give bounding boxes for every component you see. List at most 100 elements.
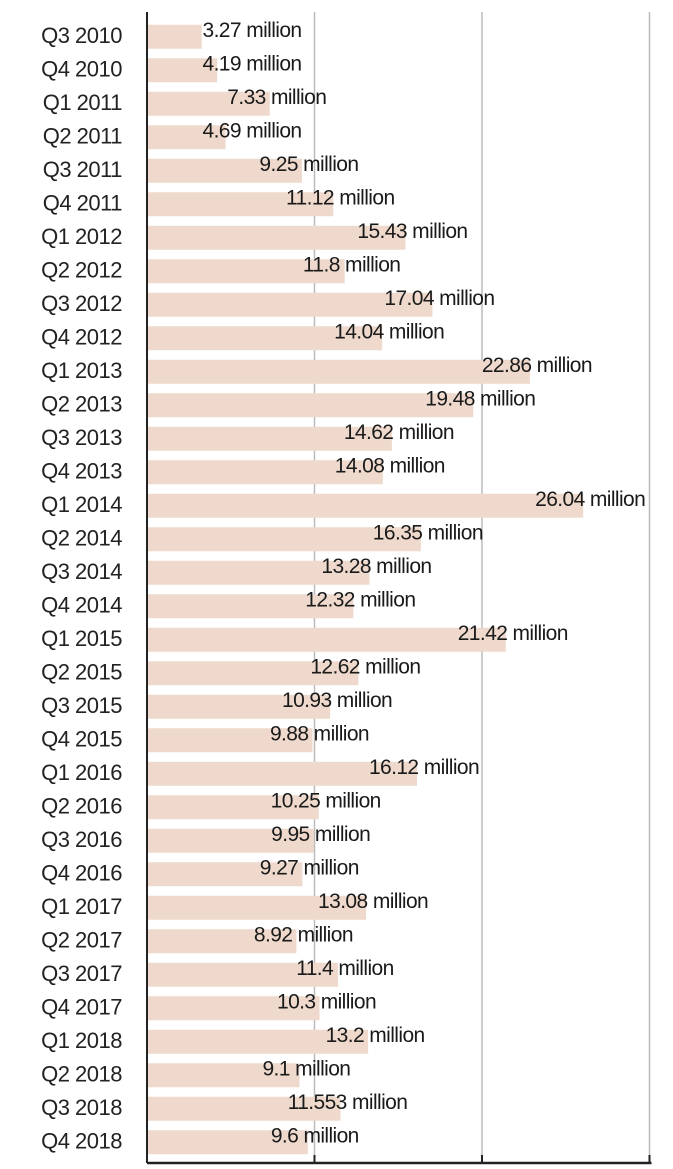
data-label: 11.553 million [288, 1091, 408, 1114]
bar [147, 493, 584, 518]
bar [147, 996, 320, 1021]
bar [147, 1096, 341, 1121]
bar [147, 359, 530, 384]
category-label: Q2 2016 [41, 793, 122, 818]
bar [147, 58, 218, 83]
data-label: 14.04 million [334, 320, 444, 343]
axes [146, 12, 652, 1165]
bar [147, 694, 331, 719]
category-label: Q1 2011 [43, 90, 123, 115]
bar [147, 962, 338, 987]
bar [147, 661, 359, 686]
category-label: Q3 2011 [43, 157, 123, 182]
data-label: 11.4 million [296, 957, 393, 980]
category-label: Q3 2017 [41, 961, 122, 986]
bar [147, 91, 270, 116]
category-label: Q4 2018 [41, 1128, 122, 1153]
bar [147, 259, 345, 284]
category-label: Q4 2014 [41, 592, 122, 617]
data-label: 13.28 million [321, 555, 431, 578]
data-label: 8.92 million [254, 923, 353, 946]
category-label: Q3 2018 [41, 1095, 122, 1120]
category-label: Q4 2016 [41, 860, 122, 885]
data-labels: 3.27 million 4.19 million 7.33 million 4.69… [202, 19, 645, 1148]
bar [147, 426, 392, 451]
data-label: 26.04 million [535, 488, 645, 511]
category-label: Q4 2017 [41, 994, 122, 1019]
data-label: 9.27 million [260, 856, 359, 879]
data-label: 9.6 million [271, 1124, 359, 1147]
bar [147, 895, 367, 920]
category-label: Q4 2011 [43, 190, 123, 215]
category-label: Q1 2014 [41, 492, 122, 517]
data-label: 14.62 million [344, 421, 454, 444]
bar [147, 326, 383, 351]
bar [147, 1063, 300, 1088]
category-labels: Q3 2010 Q4 2010 Q1 2011 Q2 2011 Q3 2011 Q4 20… [41, 23, 123, 1154]
bar [147, 125, 226, 150]
category-label: Q2 2017 [41, 927, 122, 952]
data-label: 15.43 million [357, 220, 467, 243]
category-label: Q2 2018 [41, 1061, 122, 1086]
category-label: Q1 2018 [41, 1028, 122, 1053]
data-label: 11.12 million [286, 186, 395, 209]
bar [147, 795, 319, 820]
bar [147, 560, 370, 585]
data-label: 13.2 million [326, 1024, 425, 1047]
bar [147, 1029, 369, 1054]
category-label: Q1 2012 [41, 224, 122, 249]
data-label: 13.08 million [318, 890, 428, 913]
bar [147, 594, 354, 619]
bar [147, 460, 383, 485]
category-label: Q2 2011 [43, 123, 123, 148]
category-label: Q1 2017 [41, 894, 122, 919]
category-label: Q3 2016 [41, 827, 122, 852]
category-label: Q1 2015 [41, 626, 122, 651]
category-label: Q4 2010 [41, 56, 122, 81]
data-label: 4.19 million [202, 52, 301, 75]
data-label: 10.93 million [282, 689, 392, 712]
category-label: Q3 2014 [41, 559, 122, 584]
bar [147, 627, 506, 652]
category-label: Q3 2013 [41, 425, 122, 450]
category-label: Q3 2010 [41, 23, 122, 48]
bar [147, 527, 421, 552]
bar [147, 292, 433, 317]
bar [147, 192, 334, 217]
data-label: 11.8 million [303, 253, 400, 276]
category-label: Q4 2015 [41, 726, 122, 751]
bar [147, 393, 474, 418]
category-label: Q4 2013 [41, 458, 122, 483]
category-label: Q2 2013 [41, 391, 122, 416]
data-label: 9.88 million [270, 722, 369, 745]
bars [147, 24, 584, 1155]
data-label: 19.48 million [425, 387, 535, 410]
bar [147, 761, 418, 786]
data-label: 21.42 million [458, 622, 568, 645]
category-label: Q2 2014 [41, 525, 122, 550]
bar [147, 158, 302, 183]
category-label: Q1 2013 [41, 358, 122, 383]
category-label: Q2 2012 [41, 257, 122, 282]
data-label: 12.32 million [305, 588, 415, 611]
data-label: 14.08 million [335, 454, 445, 477]
bar [147, 24, 202, 49]
category-label: Q1 2016 [41, 760, 122, 785]
category-label: Q3 2012 [41, 291, 122, 316]
bar [147, 728, 313, 753]
data-label: 22.86 million [482, 354, 592, 377]
data-label: 10.25 million [271, 789, 381, 812]
data-label: 3.27 million [202, 19, 301, 42]
bar [147, 862, 303, 887]
bar [147, 828, 314, 853]
category-label: Q2 2015 [41, 659, 122, 684]
data-label: 17.04 million [384, 287, 494, 310]
data-label: 9.25 million [259, 153, 358, 176]
data-label: 10.3 million [277, 990, 376, 1013]
data-label: 16.35 million [373, 521, 483, 544]
category-label: Q4 2012 [41, 324, 122, 349]
data-label: 9.95 million [271, 823, 370, 846]
data-label: 4.69 million [202, 119, 301, 142]
bar [147, 929, 297, 954]
